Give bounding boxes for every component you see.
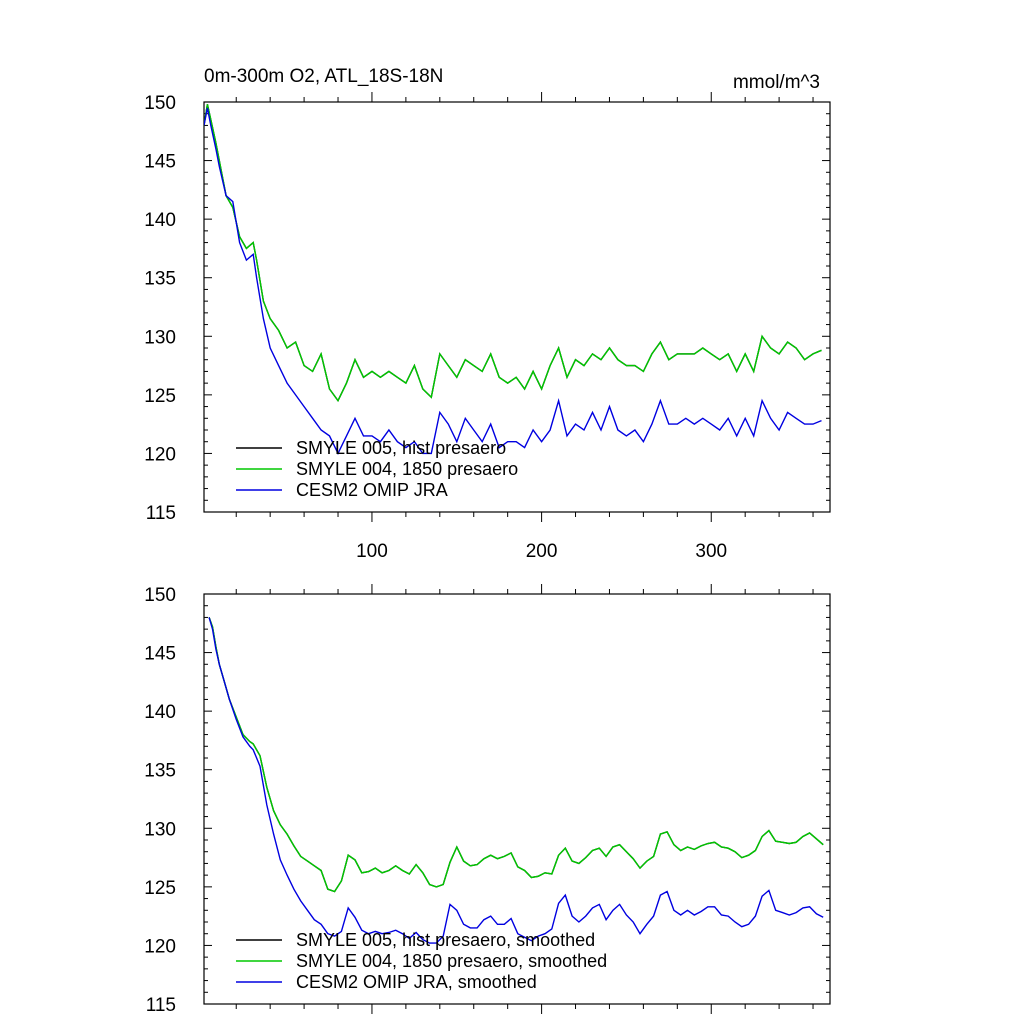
bottom-legend-label-0: SMYLE 005, hist presaero, smoothed — [296, 930, 595, 950]
top-legend-label-1: SMYLE 004, 1850 presaero — [296, 459, 518, 479]
top-x-tick-label: 100 — [356, 541, 388, 562]
bottom-legend-label-1: SMYLE 004, 1850 presaero, smoothed — [296, 951, 607, 971]
top-x-tick-label: 200 — [526, 541, 558, 562]
top-y-tick-label: 135 — [144, 269, 176, 290]
top-y-tick-label: 140 — [144, 210, 176, 231]
top-y-tick-label: 145 — [144, 152, 176, 173]
top-y-tick-label: 115 — [146, 503, 176, 524]
top-legend-label-0: SMYLE 005, hist presaero — [296, 438, 506, 458]
bottom-plot-frame — [203, 593, 831, 1005]
chart-units: mmol/m^3 — [733, 72, 820, 93]
bottom-legend-label-2: CESM2 OMIP JRA, smoothed — [296, 972, 537, 992]
top-y-tick-label: 125 — [144, 386, 176, 407]
top-plot-frame — [203, 101, 831, 513]
top-y-tick-label: 130 — [144, 327, 176, 348]
bottom-y-tick-label: 115 — [146, 995, 176, 1016]
top-panel: 115 120 125 130 135 140 145 150 100 200 300 SMYLE 0… — [144, 92, 831, 562]
bottom-panel: 115 120 125 130 135 140 145 150 SMYLE 005, hist … — [144, 584, 831, 1016]
bottom-series-line-1 — [208, 617, 824, 893]
bottom-y-tick-label: 135 — [144, 761, 176, 782]
top-series-line-2 — [204, 107, 822, 456]
bottom-y-tick-label: 140 — [144, 702, 176, 723]
chart-title: 0m-300m O2, ATL_18S-18N — [204, 66, 443, 87]
bottom-y-tick-label: 120 — [144, 936, 176, 957]
top-y-tick-label: 120 — [144, 444, 176, 465]
bottom-y-tick-label: 130 — [144, 819, 176, 840]
top-legend-label-2: CESM2 OMIP JRA — [296, 480, 448, 500]
bottom-y-tick-label: 150 — [144, 585, 176, 606]
top-series-line-1 — [204, 104, 822, 403]
bottom-y-tick-label: 145 — [144, 644, 176, 665]
top-y-tick-label: 150 — [144, 93, 176, 114]
bottom-series-line-2 — [208, 617, 824, 944]
bottom-y-tick-label: 125 — [144, 878, 176, 899]
top-x-tick-label: 300 — [695, 541, 727, 562]
